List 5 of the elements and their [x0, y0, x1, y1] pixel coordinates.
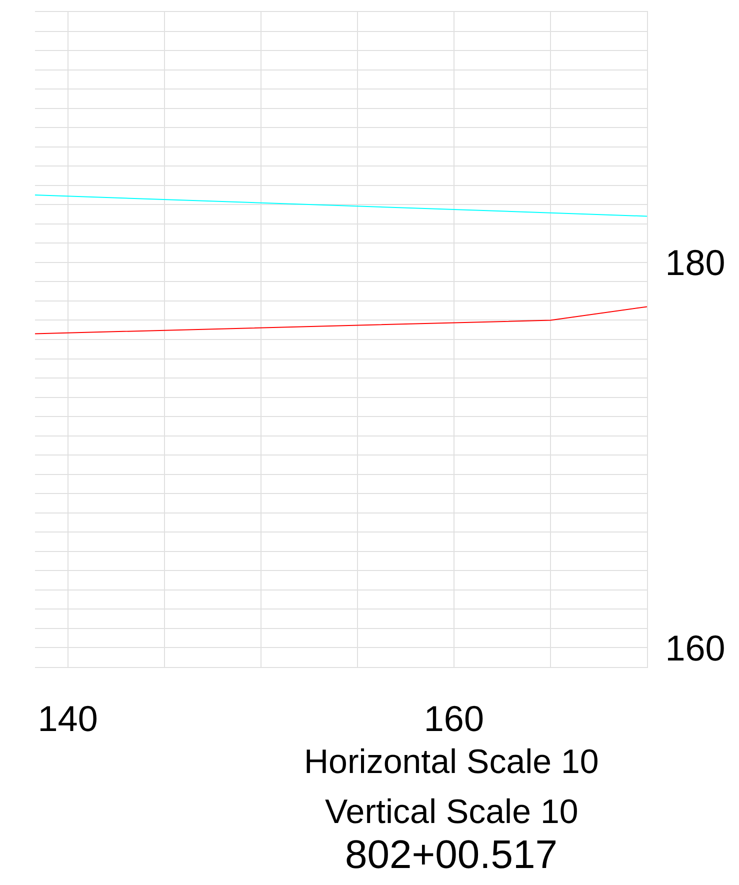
y-tick-label: 180	[665, 242, 726, 284]
text: 802+00.517	[345, 833, 558, 877]
x-tick-label: 140	[38, 698, 98, 740]
text: Vertical Scale 10	[325, 793, 578, 831]
text: Horizontal Scale 10	[304, 743, 599, 781]
